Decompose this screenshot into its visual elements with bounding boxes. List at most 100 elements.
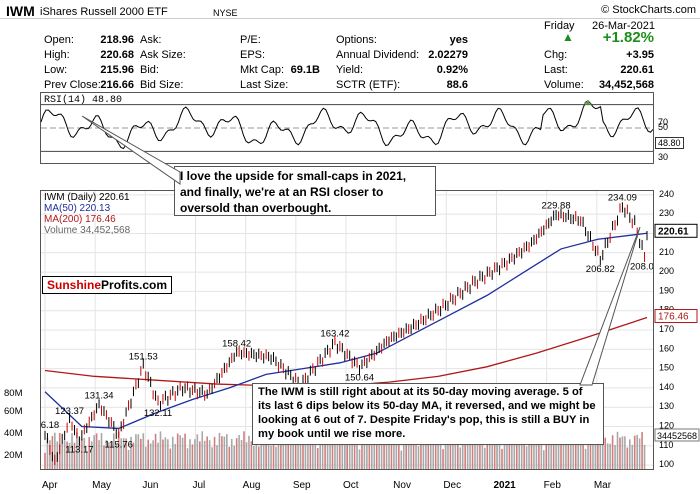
rsi-panel — [40, 92, 654, 164]
volume-bar — [226, 434, 228, 469]
rsi-callout: I love the upside for small-caps in 2021… — [174, 166, 436, 216]
volume-tick-label: 80M — [4, 388, 23, 399]
ma200-value-label: 176.46 — [658, 312, 689, 323]
volume-bar — [73, 442, 76, 469]
volume-bar — [203, 440, 206, 469]
volume-bar — [420, 441, 422, 469]
volume-bar — [560, 442, 562, 469]
price-tick-label: 240 — [659, 189, 674, 199]
price-tick-label: 140 — [659, 382, 674, 392]
volume-bar — [417, 446, 420, 469]
volume-bar — [171, 436, 174, 469]
copyright-link[interactable]: © StockCharts.com — [601, 4, 696, 16]
volume-tick-label: 20M — [4, 450, 23, 461]
volume-bar — [334, 443, 336, 469]
volume-bar — [474, 432, 476, 469]
brand-logo: SunshineProfits.com — [42, 276, 173, 294]
exchange-label: NYSE — [213, 8, 238, 18]
volume-bar — [616, 431, 619, 469]
volume-bar — [297, 437, 299, 469]
price-tick-label: 190 — [659, 285, 674, 295]
volume-bar — [167, 439, 169, 469]
bid-size-label: Bid Size: — [140, 79, 184, 91]
volume-bar — [147, 439, 149, 469]
rsi-line — [41, 100, 653, 150]
volume-bar — [184, 433, 186, 469]
volume-bar — [425, 440, 427, 469]
volume-bar — [398, 439, 400, 469]
yield-label: Yield: — [336, 64, 364, 76]
price-tick-label: 220 — [659, 227, 674, 237]
volume-bar — [513, 442, 516, 469]
volume-bar — [624, 436, 626, 469]
brand-part1: Sunshine — [47, 278, 102, 292]
volume-bar — [621, 436, 624, 469]
volume-bar — [579, 437, 582, 469]
low-label: Low: — [44, 64, 68, 76]
volume-bar — [449, 434, 452, 469]
volume-bar — [547, 442, 550, 469]
volume-label: Volume: — [544, 79, 584, 91]
volume-bar — [63, 440, 66, 469]
yield-value: 0.92% — [436, 64, 468, 76]
volume-bar — [565, 442, 567, 469]
volume-bar — [444, 435, 447, 469]
volume-bar — [196, 434, 199, 469]
volume-bar — [373, 434, 376, 469]
volume-bar — [233, 445, 235, 469]
volume-bar — [643, 444, 646, 469]
volume-bar — [280, 435, 282, 469]
volume-bar — [543, 450, 545, 469]
peak-label: 101.36 — [41, 468, 69, 469]
volume-bar — [457, 434, 459, 469]
peak-label: 123.37 — [55, 406, 84, 417]
volume-bar — [636, 434, 638, 469]
volume-bar — [402, 435, 405, 469]
brand-part2: Profits.com — [101, 278, 168, 292]
volume-value: 34,452,568 — [598, 79, 654, 91]
volume-bar — [76, 432, 78, 469]
volume-bar — [609, 443, 611, 469]
volume-bar — [316, 448, 319, 469]
volume-bar — [528, 434, 530, 469]
volume-bar — [393, 437, 395, 469]
volume-bar — [243, 431, 245, 469]
volume-bar — [277, 437, 280, 469]
volume-bar — [127, 449, 130, 469]
volume-last-box — [654, 428, 700, 442]
volume-bar — [314, 438, 317, 469]
price-tick-label: 210 — [659, 247, 674, 257]
volume-bar — [363, 437, 366, 469]
volume-bar — [348, 433, 351, 469]
volume-bar — [520, 439, 523, 469]
volume-bar — [353, 443, 356, 469]
volume-bar — [120, 438, 122, 469]
volume-bar — [631, 444, 634, 469]
volume-bar — [292, 442, 294, 469]
eps-label: EPS: — [240, 49, 266, 61]
volume-bar — [429, 442, 432, 469]
rsi-tick-30: 30 — [658, 152, 669, 162]
volume-bar — [78, 437, 81, 469]
pe-label: P/E: — [240, 34, 261, 46]
volume-bar — [285, 431, 287, 469]
price-tick-label: 200 — [659, 266, 674, 276]
volume-bar — [265, 435, 267, 469]
volume-bar — [535, 435, 538, 469]
last-price-label: 220.61 — [658, 226, 689, 237]
volume-bar — [228, 446, 231, 469]
volume-bar — [319, 436, 321, 469]
volume-bar — [434, 438, 437, 469]
volume-bar — [525, 446, 528, 469]
volume-bar — [375, 444, 378, 469]
peak-label: 158.42 — [222, 338, 251, 349]
volume-bar — [90, 441, 93, 469]
x-tick-label: Feb — [544, 480, 562, 491]
volume-bar — [592, 436, 594, 469]
volume-bar — [162, 439, 164, 469]
volume-bar — [240, 440, 243, 469]
volume-bar — [235, 438, 238, 469]
price-tick-label: 230 — [659, 208, 674, 218]
volume-bar — [142, 433, 145, 469]
volume-bar — [98, 440, 100, 469]
